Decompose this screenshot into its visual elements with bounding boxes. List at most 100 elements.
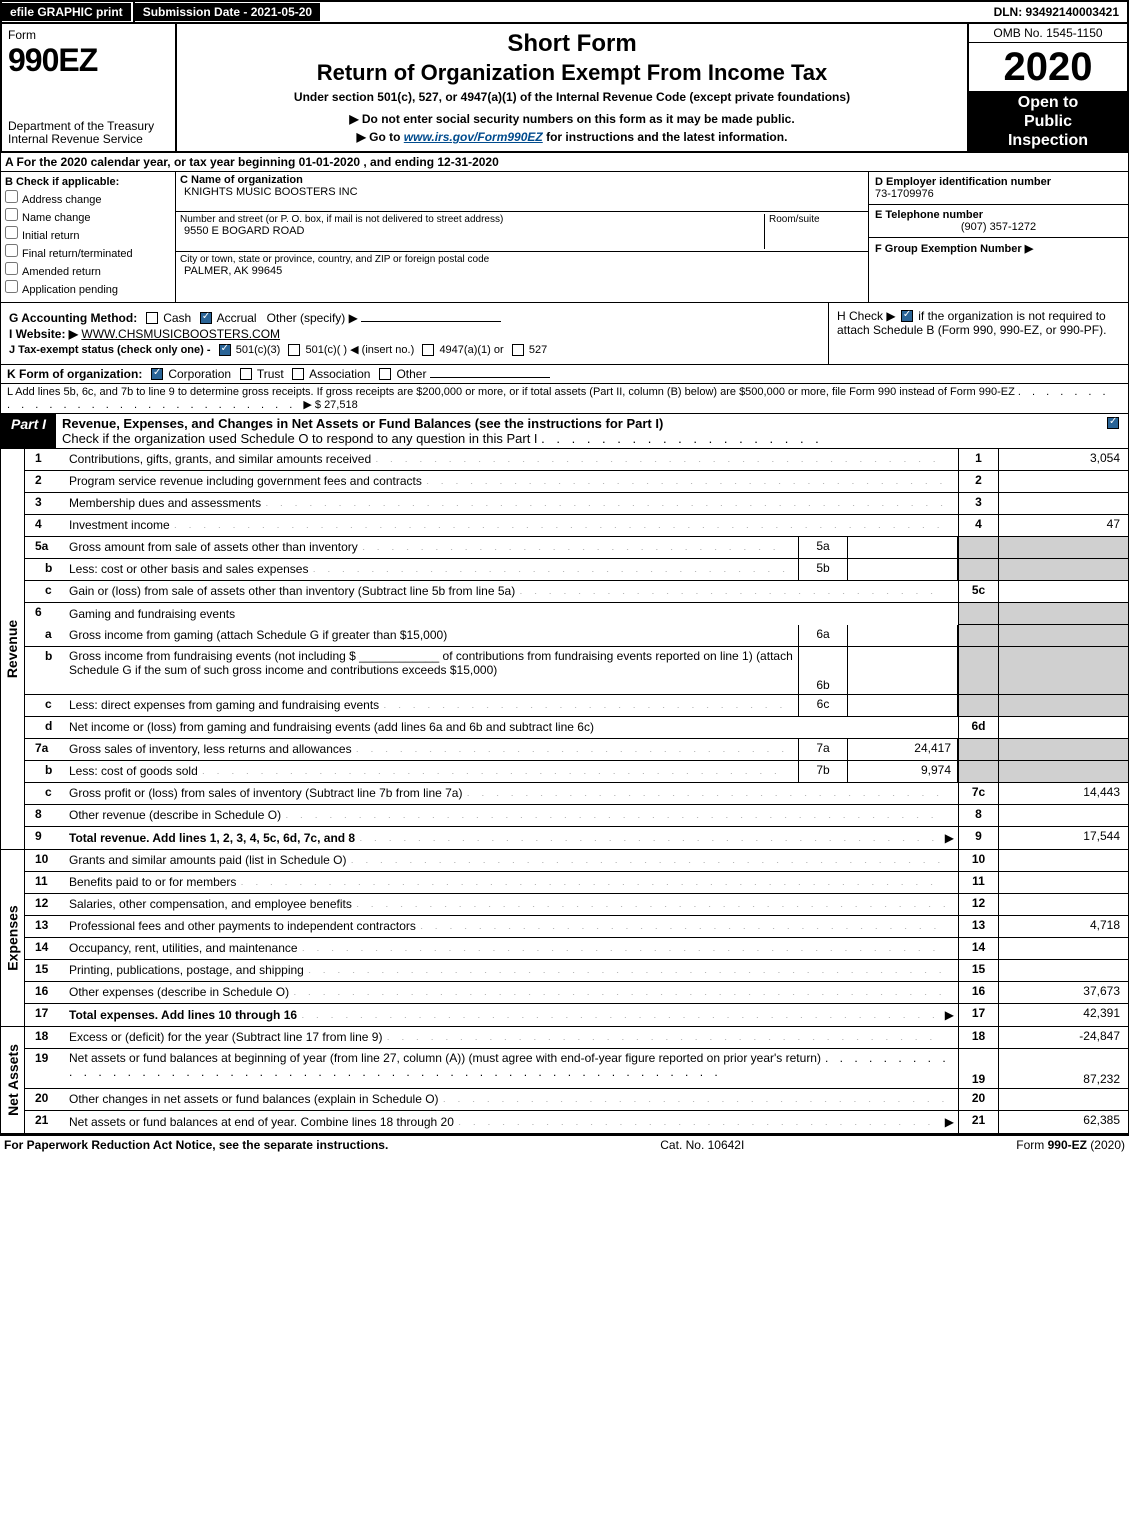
- row-6b-incol: 6b: [798, 647, 848, 694]
- j-501c: 501(c)( ) ◀ (insert no.): [306, 344, 415, 356]
- row-6d: d Net income or (loss) from gaming and f…: [25, 717, 1128, 739]
- row-9-outnum: 9: [958, 827, 998, 849]
- row-5b-inval: [848, 559, 958, 580]
- k-other-input[interactable]: [430, 377, 550, 378]
- row-1-outval: 3,054: [998, 449, 1128, 470]
- cb-other-org[interactable]: [379, 368, 391, 380]
- gh-block: G Accounting Method: Cash Accrual Other …: [0, 303, 1129, 365]
- row-4-num: 4: [25, 515, 65, 536]
- row-14-outval: [998, 938, 1128, 959]
- cb-4947[interactable]: [422, 344, 434, 356]
- row-7a-outnum: [958, 739, 998, 760]
- cb-name-change[interactable]: Name change: [5, 208, 171, 224]
- submission-date-button[interactable]: Submission Date - 2021-05-20: [135, 3, 322, 21]
- cb-cash[interactable]: [146, 312, 158, 324]
- room-suite-label: Room/suite: [764, 214, 864, 249]
- form-number: 990EZ: [8, 42, 169, 79]
- g-other: Other (specify) ▶: [267, 311, 358, 325]
- efile-print-button[interactable]: efile GRAPHIC print: [2, 3, 133, 21]
- row-11-outnum: 11: [958, 872, 998, 893]
- box-f: F Group Exemption Number ▶: [869, 238, 1128, 302]
- row-6a-inval: [848, 625, 958, 646]
- cb-initial-return[interactable]: Initial return: [5, 226, 171, 242]
- row-1-desc: Contributions, gifts, grants, and simila…: [65, 449, 958, 470]
- row-21-outnum: 21: [958, 1111, 998, 1133]
- box-e: E Telephone number (907) 357-1272: [869, 205, 1128, 238]
- row-18-desc: Excess or (deficit) for the year (Subtra…: [65, 1027, 958, 1048]
- row-18-num: 18: [25, 1027, 65, 1048]
- cb-h[interactable]: [901, 310, 913, 322]
- row-19-outval: 87,232: [998, 1049, 1128, 1088]
- row-6c-incol: 6c: [798, 695, 848, 716]
- cb-501c[interactable]: [288, 344, 300, 356]
- cb-amended-return[interactable]: Amended return: [5, 262, 171, 278]
- row-20-outval: [998, 1089, 1128, 1110]
- j-label: J Tax-exempt status (check only one) -: [9, 344, 211, 356]
- row-5a-inval: [848, 537, 958, 558]
- g-label: G Accounting Method:: [9, 311, 137, 325]
- row-9-text: Total revenue. Add lines 1, 2, 3, 4, 5c,…: [69, 831, 355, 845]
- footer-right-pre: Form: [1016, 1138, 1047, 1152]
- row-11-desc: Benefits paid to or for members: [65, 872, 958, 893]
- row-7b: b Less: cost of goods sold 7b 9,974: [25, 761, 1128, 783]
- cb-address-change[interactable]: Address change: [5, 190, 171, 206]
- c-name-value: KNIGHTS MUSIC BOOSTERS INC: [184, 186, 864, 198]
- irs-link[interactable]: www.irs.gov/Form990EZ: [404, 130, 543, 144]
- g-other-input[interactable]: [361, 321, 501, 322]
- dept-label: Department of the Treasury Internal Reve…: [8, 120, 169, 146]
- row-5c-outval: [998, 581, 1128, 602]
- k-corp: Corporation: [168, 367, 231, 381]
- omb-number: OMB No. 1545-1150: [969, 24, 1127, 43]
- cb-501c3[interactable]: [219, 344, 231, 356]
- line-i: I Website: ▶ WWW.CHSMUSICBOOSTERS.COM: [9, 327, 820, 341]
- row-6-outval: [998, 603, 1128, 625]
- row-5c-num: c: [25, 581, 65, 602]
- row-6d-num: d: [25, 717, 65, 738]
- cb-final-return[interactable]: Final return/terminated: [5, 244, 171, 260]
- row-16: 16 Other expenses (describe in Schedule …: [25, 982, 1128, 1004]
- dept-line1: Department of the Treasury: [8, 119, 154, 133]
- row-7a-outval: [998, 739, 1128, 760]
- footer-right-post: (2020): [1087, 1138, 1125, 1152]
- open-line1: Open to: [969, 93, 1127, 112]
- expenses-sidelabel: Expenses: [1, 850, 25, 1026]
- row-21-desc: Net assets or fund balances at end of ye…: [65, 1111, 958, 1133]
- row-6: 6 Gaming and fundraising events: [25, 603, 1128, 625]
- row-7a-num: 7a: [25, 739, 65, 760]
- row-15-num: 15: [25, 960, 65, 981]
- row-13-text: Professional fees and other payments to …: [69, 919, 416, 933]
- row-18-outval: -24,847: [998, 1027, 1128, 1048]
- cb-527[interactable]: [512, 344, 524, 356]
- row-16-outnum: 16: [958, 982, 998, 1003]
- website-value[interactable]: WWW.CHSMUSICBOOSTERS.COM: [81, 327, 280, 341]
- cb-schedule-o[interactable]: [1107, 417, 1119, 429]
- row-7b-num: b: [25, 761, 65, 782]
- row-6b-outnum: [958, 647, 998, 694]
- revenue-body: 1 Contributions, gifts, grants, and simi…: [25, 449, 1128, 849]
- row-3: 3 Membership dues and assessments 3: [25, 493, 1128, 515]
- row-1-text: Contributions, gifts, grants, and simila…: [69, 452, 371, 466]
- cb-accrual[interactable]: [200, 312, 212, 324]
- row-4-text: Investment income: [69, 518, 170, 532]
- row-6b-text: Gross income from fundraising events (no…: [69, 649, 793, 677]
- row-6a-num: a: [25, 625, 65, 646]
- row-12-outval: [998, 894, 1128, 915]
- row-7c-outnum: 7c: [958, 783, 998, 804]
- netassets-body: 18 Excess or (deficit) for the year (Sub…: [25, 1027, 1128, 1133]
- row-20-outnum: 20: [958, 1089, 998, 1110]
- row-6d-outnum: 6d: [958, 717, 998, 738]
- cb-trust[interactable]: [240, 368, 252, 380]
- row-5a-incol: 5a: [798, 537, 848, 558]
- row-2-text: Program service revenue including govern…: [69, 474, 422, 488]
- row-6c-outval: [998, 695, 1128, 716]
- row-8-outval: [998, 805, 1128, 826]
- row-12-num: 12: [25, 894, 65, 915]
- row-15-outval: [998, 960, 1128, 981]
- row-12-text: Salaries, other compensation, and employ…: [69, 897, 352, 911]
- cb-application-pending[interactable]: Application pending: [5, 280, 171, 296]
- row-7b-desc: Less: cost of goods sold: [65, 761, 798, 782]
- row-5a-num: 5a: [25, 537, 65, 558]
- row-6c: c Less: direct expenses from gaming and …: [25, 695, 1128, 717]
- cb-corporation[interactable]: [151, 368, 163, 380]
- cb-association[interactable]: [292, 368, 304, 380]
